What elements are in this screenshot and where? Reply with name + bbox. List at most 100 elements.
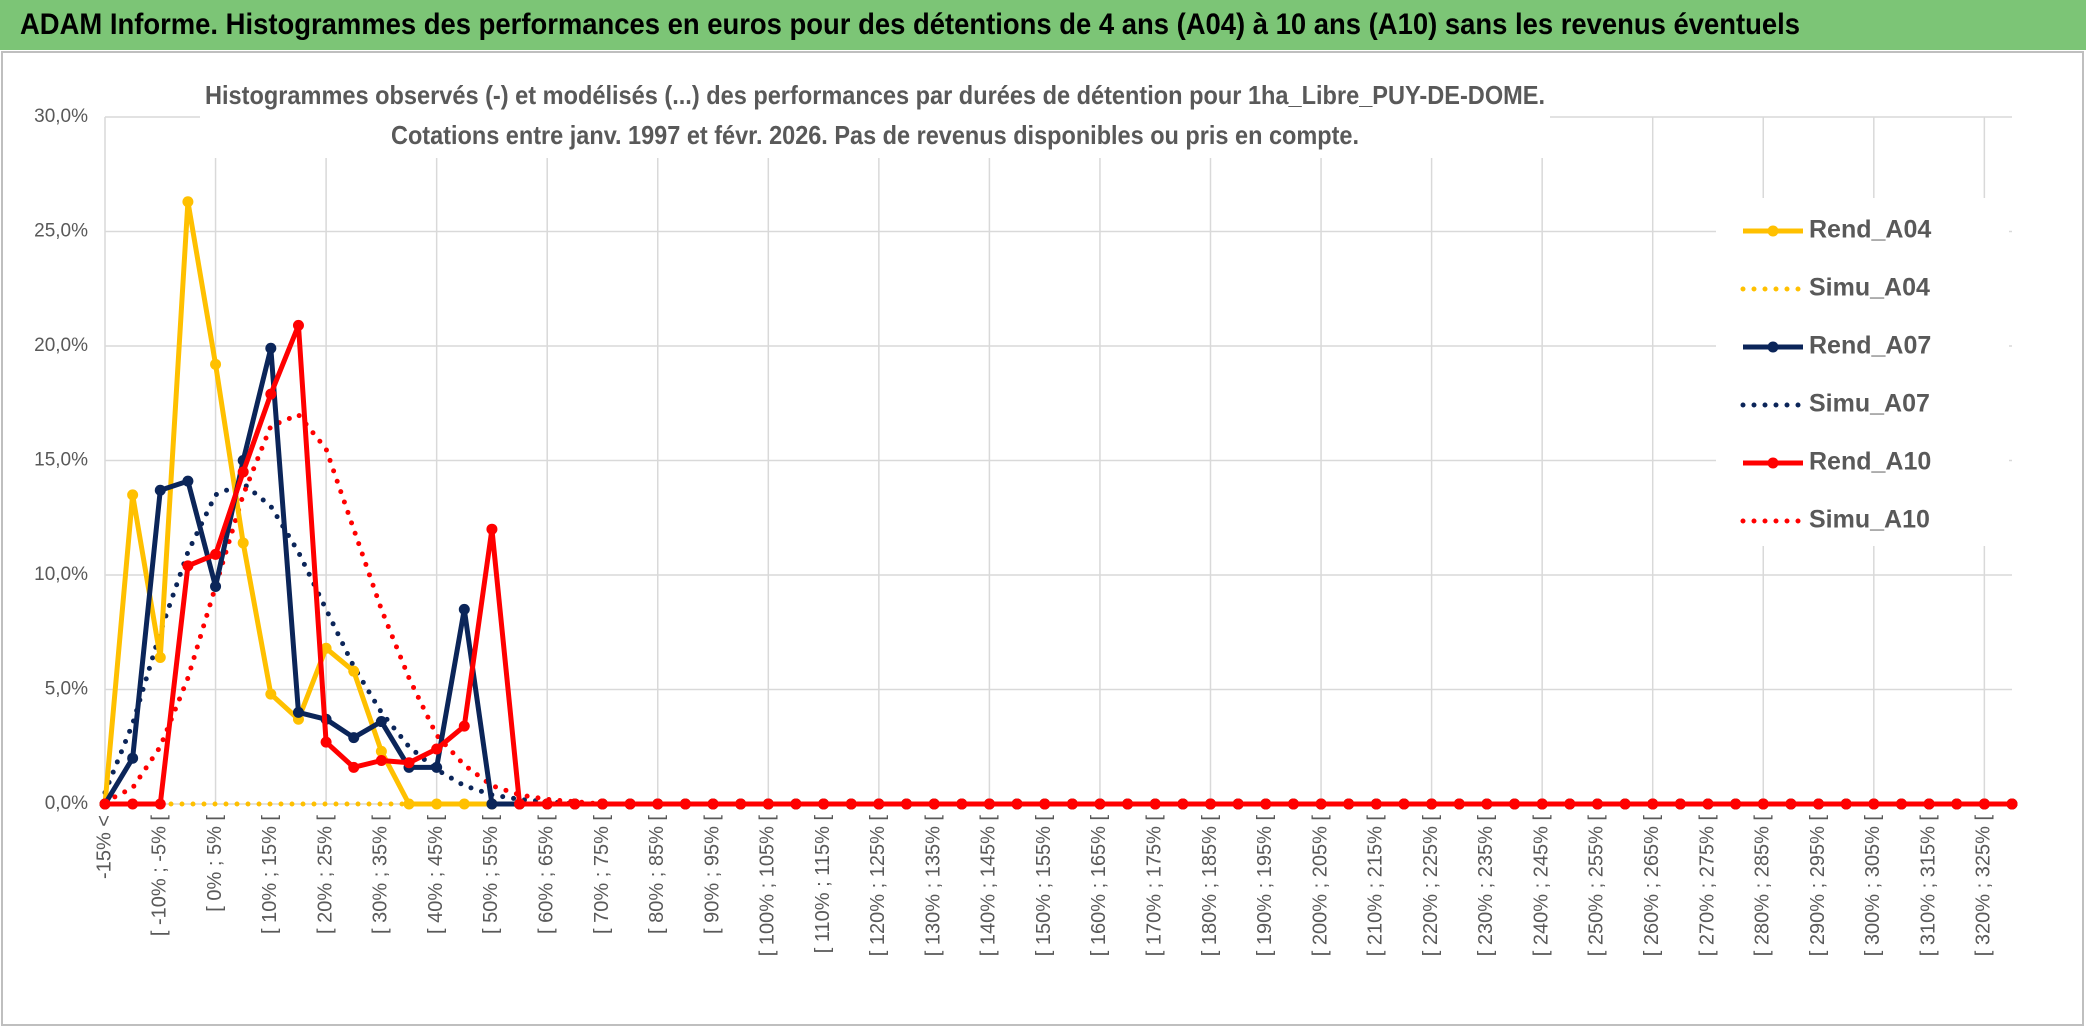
data-point [320,642,332,654]
data-point [458,720,470,732]
data-point [1895,798,1907,810]
title-backing [200,76,1550,158]
x-tick-label: [ 300% ; 305% [ [1862,815,1884,957]
data-point [431,743,443,755]
data-point [292,319,304,331]
data-point [1122,798,1134,810]
data-point [596,798,608,810]
plot: 0,0% 5,0% 10,0% 15,0% 20,0% 25,0% 30,0% -15% < [… [34,76,2018,957]
data-point [1232,798,1244,810]
data-point [652,798,664,810]
data-point [403,798,415,810]
data-point [127,752,139,764]
page-title: ADAM Informe. Histogrammes des performan… [20,8,1800,41]
data-point [1260,798,1272,810]
data-point [486,523,498,535]
x-tick-label: [ 20% ; 25% [ [314,815,336,934]
x-tick-label: [ 60% ; 65% [ [535,815,557,934]
data-point [210,358,222,370]
y-tick-label: 25,0% [34,221,88,242]
data-point [1757,798,1769,810]
data-point [1177,798,1189,810]
legend-box [1716,198,2009,546]
data-point [1536,798,1548,810]
x-tick-label: [ 100% ; 105% [ [757,815,779,957]
x-tick-label: [ 260% ; 265% [ [1641,815,1663,957]
x-tick-label: [ 220% ; 225% [ [1420,815,1442,957]
data-point [182,560,194,572]
x-tick-label: -15% < [93,815,115,879]
x-tick-label: [ 80% ; 85% [ [646,815,668,934]
x-tick-label: [ 270% ; 275% [ [1696,815,1718,957]
x-tick-label: [ 250% ; 255% [ [1586,815,1608,957]
data-point [983,798,995,810]
legend-label: Simu_A07 [1809,390,1930,418]
legend-marker [1767,341,1779,353]
data-point [348,732,360,744]
data-point [1840,798,1852,810]
data-point [265,342,277,354]
x-tick-label: [ 210% ; 215% [ [1365,815,1387,957]
data-point [403,757,415,769]
chart-title: Histogrammes observés (-) et modélisés (… [205,80,1545,110]
data-point [210,548,222,560]
data-point [1509,798,1521,810]
data-point [1923,798,1935,810]
y-tick-label: 5,0% [45,679,88,700]
x-tick-label: [ 10% ; 15% [ [259,815,281,934]
data-point [900,798,912,810]
y-tick-label: 10,0% [34,564,88,585]
data-point [348,665,360,677]
x-tick-label: [ 290% ; 295% [ [1807,815,1829,957]
x-tick-label: [ 50% ; 55% [ [480,815,502,934]
data-point [1343,798,1355,810]
y-tick-label: 20,0% [34,335,88,356]
legend-label: Rend_A04 [1809,216,1931,244]
data-point [1785,798,1797,810]
data-point [2006,798,2018,810]
data-point [735,798,747,810]
x-tick-label: [ -10% ; -5% [ [149,815,171,937]
data-point [1951,798,1963,810]
data-point [1564,798,1576,810]
data-point [127,489,139,501]
data-point [375,745,387,757]
x-tick-label: [ 200% ; 205% [ [1309,815,1331,957]
data-point [1149,798,1161,810]
data-point [1315,798,1327,810]
data-point [1868,798,1880,810]
x-tick-label: [ 0% ; 5% [ [204,815,226,912]
series-line [105,322,2012,807]
data-point [1039,798,1051,810]
x-tick-label: [ 110% ; 115% [ [812,815,834,954]
data-point [1674,798,1686,810]
x-tick-label: [ 90% ; 95% [ [701,815,723,934]
data-point [790,798,802,810]
y-tick-label: 15,0% [34,450,88,471]
legend-label: Rend_A10 [1809,448,1931,476]
data-point [928,798,940,810]
data-point [1453,798,1465,810]
data-point [127,798,139,810]
data-point [265,688,277,700]
x-tick-label: [ 230% ; 235% [ [1475,815,1497,957]
data-point [182,196,194,208]
y-tick-label: 30,0% [34,106,88,127]
data-point [348,761,360,773]
data-point [1813,798,1825,810]
x-tick-label: [ 240% ; 245% [ [1530,815,1552,957]
data-point [265,388,277,400]
data-point [679,798,691,810]
data-point [707,798,719,810]
data-point [1287,798,1299,810]
data-point [237,466,249,478]
data-point [1205,798,1217,810]
chart-subtitle: Cotations entre janv. 1997 et févr. 2026… [391,120,1359,150]
x-tick-label: [ 30% ; 35% [ [370,815,392,934]
data-point [154,484,166,496]
legend-label: Simu_A10 [1809,506,1930,534]
data-point [458,603,470,615]
data-point [1011,798,1023,810]
data-point [1591,798,1603,810]
data-point [762,798,774,810]
